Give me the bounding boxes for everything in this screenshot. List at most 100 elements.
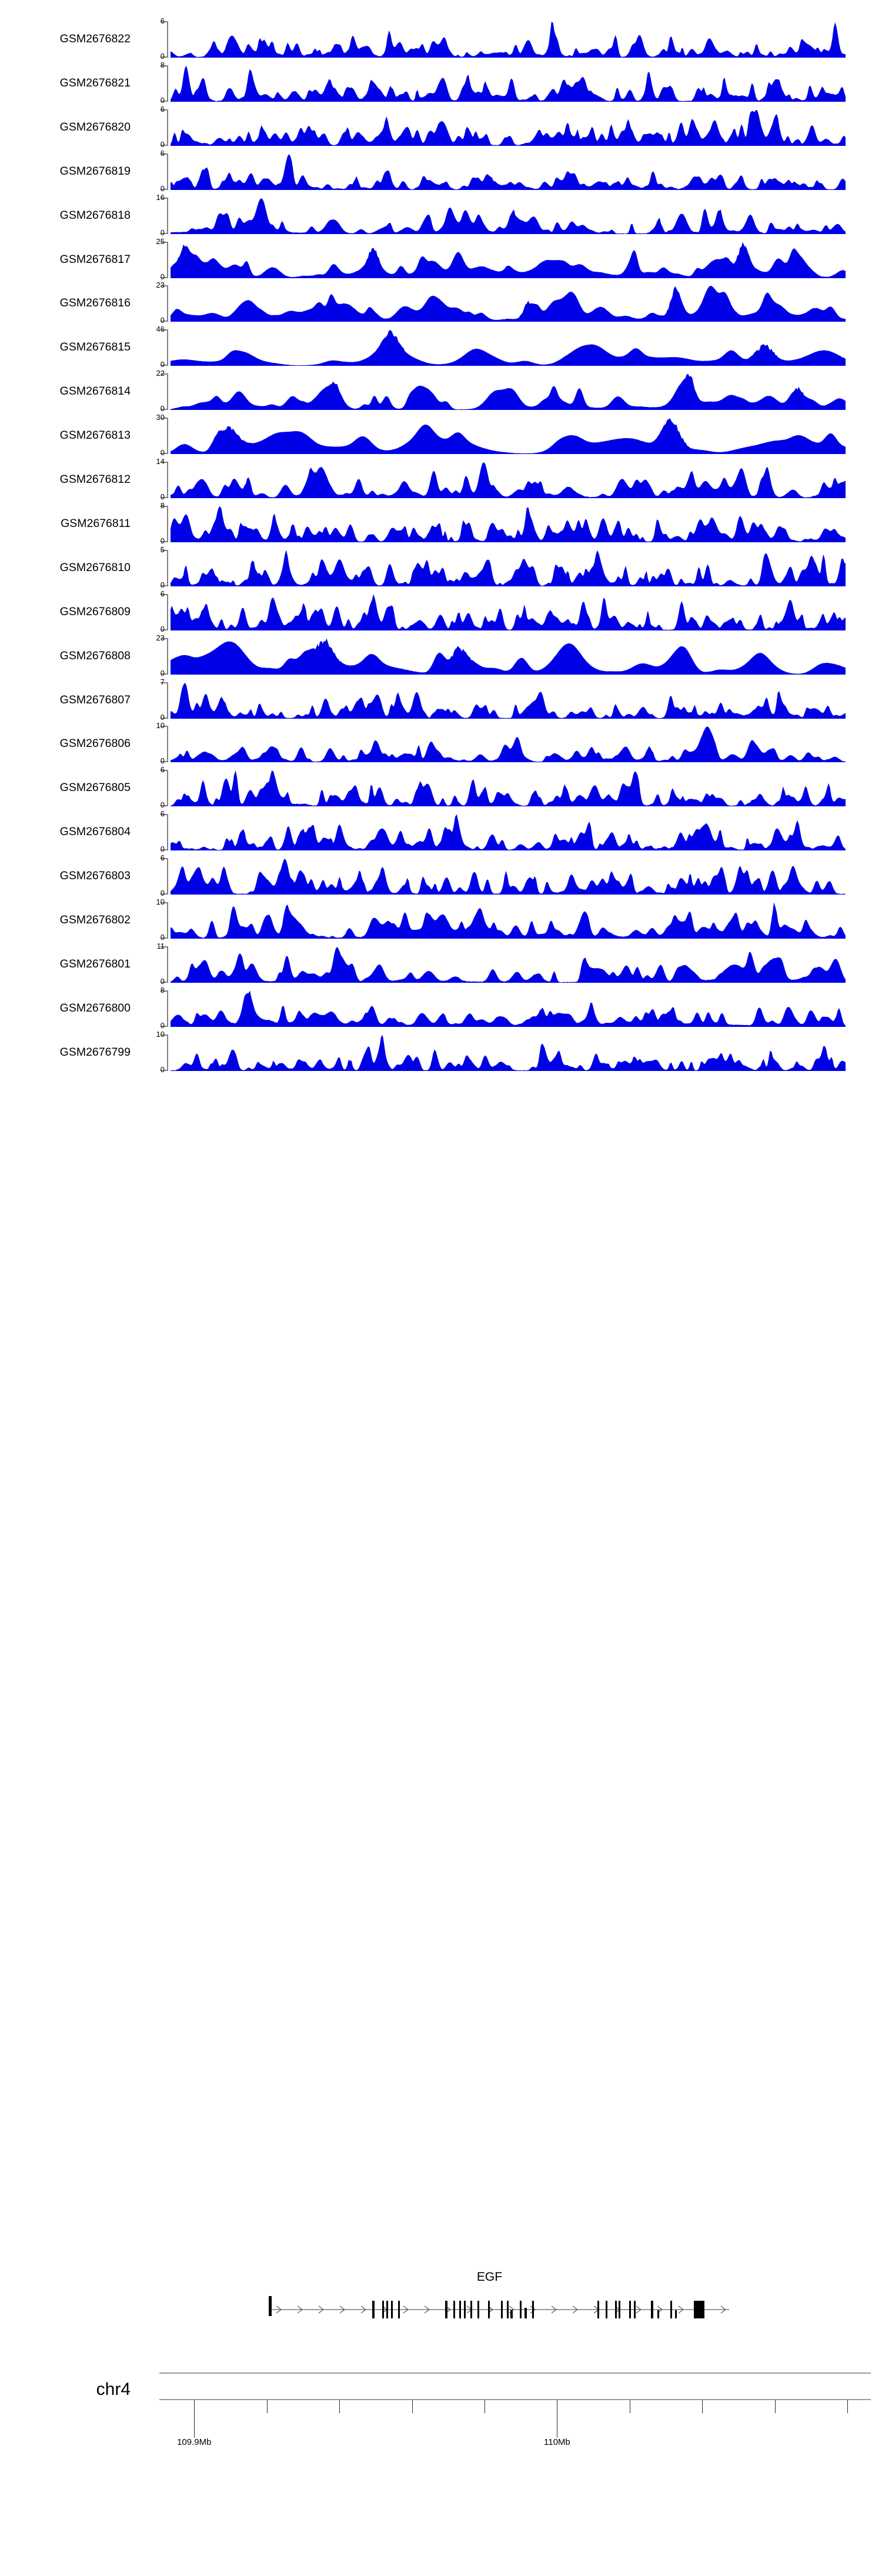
exon-11[interactable] xyxy=(470,2301,472,2318)
exon-29[interactable] xyxy=(675,2310,677,2318)
exon-21[interactable] xyxy=(606,2301,607,2318)
coverage-plot[interactable] xyxy=(171,770,846,807)
y-axis-tick-min xyxy=(161,144,167,146)
y-axis-min-label: 0 xyxy=(160,976,165,986)
coverage-plot[interactable] xyxy=(171,990,846,1027)
y-axis-tick-min xyxy=(161,585,167,586)
exon-18[interactable] xyxy=(524,2308,527,2318)
exon-28[interactable] xyxy=(670,2301,672,2318)
coverage-area-svg xyxy=(171,286,846,322)
coverage-plot[interactable] xyxy=(171,549,846,586)
exon-1[interactable] xyxy=(269,2296,272,2316)
y-axis-min-label: 0 xyxy=(160,404,165,413)
y-axis-max-label: 6 xyxy=(160,148,165,158)
exon-14[interactable] xyxy=(501,2301,503,2318)
coverage-plot[interactable] xyxy=(171,198,846,234)
y-axis-tick-max xyxy=(161,65,167,66)
y-axis-line xyxy=(167,21,168,58)
exon-5[interactable] xyxy=(391,2301,393,2318)
track-y-axis: 11 0 xyxy=(140,942,171,986)
coverage-plot[interactable] xyxy=(171,726,846,763)
exon-26[interactable] xyxy=(651,2301,653,2318)
exon-22[interactable] xyxy=(615,2301,617,2318)
exon-2[interactable] xyxy=(372,2301,375,2318)
y-axis-line xyxy=(167,593,168,630)
strand-arrow-icon xyxy=(572,2305,578,2314)
exon-19[interactable] xyxy=(532,2301,534,2318)
track-y-axis: 25 0 xyxy=(140,238,171,281)
track-label-gsm2676808: GSM2676808 xyxy=(59,649,131,662)
track-label-gsm2676806: GSM2676806 xyxy=(59,737,131,750)
coverage-area-svg xyxy=(171,1035,846,1071)
coverage-area-svg xyxy=(171,903,846,939)
exon-6[interactable] xyxy=(398,2301,400,2318)
coverage-plot[interactable] xyxy=(171,241,846,278)
exon-10[interactable] xyxy=(464,2301,466,2318)
y-axis-max-label: 10 xyxy=(156,897,165,906)
y-axis-line xyxy=(167,902,168,939)
chromosome-ideogram[interactable] xyxy=(159,2373,871,2400)
exon-13[interactable] xyxy=(488,2301,490,2318)
y-axis-tick-min xyxy=(161,673,167,675)
y-axis-min-label: 0 xyxy=(160,272,165,281)
track-label-gsm2676813: GSM2676813 xyxy=(59,429,131,442)
coverage-plot[interactable] xyxy=(171,21,846,58)
coverage-plot[interactable] xyxy=(171,285,846,322)
y-axis-max-label: 46 xyxy=(156,325,165,334)
coverage-plot[interactable] xyxy=(171,946,846,983)
exon-12[interactable] xyxy=(477,2301,479,2318)
ideogram-bottom-edge xyxy=(159,2399,871,2400)
exon-4[interactable] xyxy=(386,2301,388,2318)
exon-20[interactable] xyxy=(597,2301,599,2318)
coverage-plot[interactable] xyxy=(171,65,846,102)
track-label-gsm2676802: GSM2676802 xyxy=(59,913,131,926)
coverage-plot[interactable] xyxy=(171,1035,846,1071)
exon-8[interactable] xyxy=(453,2301,455,2318)
coverage-plot[interactable] xyxy=(171,638,846,675)
exon-24[interactable] xyxy=(629,2301,631,2318)
exon-16[interactable] xyxy=(510,2310,513,2318)
exon-17[interactable] xyxy=(520,2301,522,2318)
y-axis-line xyxy=(167,197,168,234)
exon-3[interactable] xyxy=(382,2301,384,2318)
gene-model-svg[interactable] xyxy=(0,2283,882,2318)
exon-30[interactable] xyxy=(694,2301,704,2318)
coverage-area-svg xyxy=(171,946,846,983)
coverage-plot[interactable] xyxy=(171,373,846,411)
coverage-plot[interactable] xyxy=(171,154,846,190)
exon-23[interactable] xyxy=(619,2301,620,2318)
track-label-gsm2676815: GSM2676815 xyxy=(59,341,131,354)
coverage-area-svg xyxy=(171,726,846,763)
track-label-gsm2676805: GSM2676805 xyxy=(59,781,131,795)
track-label-gsm2676811: GSM2676811 xyxy=(61,516,131,530)
track-label-gsm2676819: GSM2676819 xyxy=(59,164,131,178)
gene-annotation-track[interactable]: EGF xyxy=(0,2270,882,2323)
exon-15[interactable] xyxy=(507,2301,509,2318)
y-axis-tick-max xyxy=(161,902,167,903)
y-axis-min-label: 0 xyxy=(160,448,165,458)
coverage-plot[interactable] xyxy=(171,814,846,851)
exon-9[interactable] xyxy=(459,2301,461,2318)
y-axis-min-label: 0 xyxy=(160,845,165,854)
exon-25[interactable] xyxy=(634,2301,636,2318)
coverage-plot[interactable] xyxy=(171,682,846,719)
coverage-plot[interactable] xyxy=(171,109,846,146)
exon-27[interactable] xyxy=(657,2310,659,2318)
axis-coordinate-label: 109.9Mb xyxy=(177,2437,212,2447)
coverage-plot[interactable] xyxy=(171,418,846,455)
y-axis-max-label: 22 xyxy=(156,369,165,378)
y-axis-line xyxy=(167,285,168,322)
coverage-plot[interactable] xyxy=(171,462,846,498)
coverage-area-svg xyxy=(171,198,846,234)
coverage-plot[interactable] xyxy=(171,506,846,542)
y-axis-min-label: 0 xyxy=(160,95,165,105)
exon-7[interactable] xyxy=(445,2301,447,2318)
coverage-plot[interactable] xyxy=(171,858,846,895)
coverage-area-svg xyxy=(171,506,846,542)
coverage-plot[interactable] xyxy=(171,329,846,366)
coverage-plot[interactable] xyxy=(171,593,846,630)
y-axis-min-label: 0 xyxy=(160,624,165,633)
coverage-plot[interactable] xyxy=(171,902,846,939)
coverage-area-svg xyxy=(171,21,846,58)
y-axis-tick-min xyxy=(161,188,167,190)
